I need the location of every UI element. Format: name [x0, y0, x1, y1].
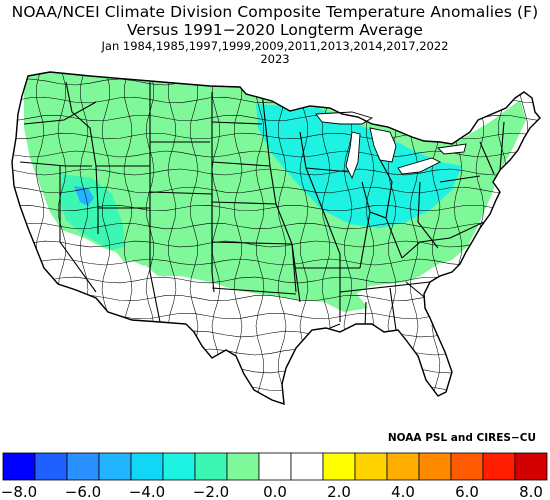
map-title-year-2023: 2023: [260, 52, 290, 66]
legend-label: 8.0: [519, 483, 543, 500]
legend-swatch: [450, 452, 484, 481]
legend-swatch: [194, 452, 228, 481]
legend-label: −2.0: [193, 483, 229, 500]
legend-swatch: [354, 452, 388, 481]
legend-swatch: [66, 452, 100, 481]
legend-label: 6.0: [455, 483, 479, 500]
legend-swatch: [514, 452, 548, 481]
legend-swatch: [482, 452, 516, 481]
map-title-line-2: Versus 1991−2020 Longterm Average: [127, 21, 423, 39]
color-legend: −8.0 −6.0 −4.0 −2.0 0.0 2.0 4.0 6.0 8.0: [1, 452, 548, 500]
legend-label: 2.0: [327, 483, 351, 500]
division-line: [12, 205, 540, 211]
legend-label: 0.0: [263, 483, 287, 500]
division-line: [12, 258, 540, 266]
legend-swatch: [98, 452, 132, 481]
legend-swatch: [418, 452, 452, 481]
legend-label: 4.0: [391, 483, 415, 500]
legend-swatch: [130, 452, 164, 481]
division-line: [277, 72, 287, 404]
division-line: [0, 421, 540, 427]
legend-swatch: [162, 452, 196, 481]
division-line: [12, 222, 540, 230]
division-line: [12, 186, 540, 194]
great-lakes: [315, 111, 467, 180]
legend-label: −6.0: [65, 483, 101, 500]
legend-swatch: [226, 452, 260, 481]
legend-label: −4.0: [129, 483, 165, 500]
legend-swatch: [258, 452, 292, 481]
shaded-region-utah: [122, 180, 166, 266]
legend-label: −8.0: [1, 483, 37, 500]
legend-swatch: [34, 452, 68, 481]
division-line: [12, 403, 540, 404]
legend-swatch: [386, 452, 420, 481]
division-line: [255, 72, 265, 404]
map-title-line-1: NOAA/NCEI Climate Division Composite Tem…: [11, 3, 539, 21]
legend-swatch: [2, 452, 36, 481]
map-title-years: Jan 1984,1985,1997,1999,2009,2011,2013,2…: [101, 39, 449, 53]
credit-text: NOAA PSL and CIRES−CU: [387, 432, 536, 444]
legend-swatch: [290, 452, 324, 481]
division-line: [12, 240, 540, 248]
us-climate-division-map: [0, 71, 541, 427]
legend-swatch: [322, 452, 356, 481]
division-line: [475, 72, 485, 404]
shaded-region-sky: [74, 186, 94, 206]
